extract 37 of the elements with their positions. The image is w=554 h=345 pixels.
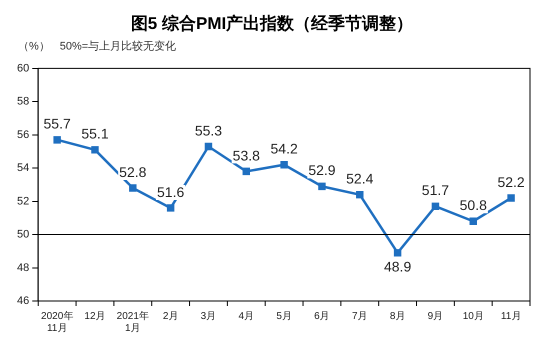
y-tick-label: 54 [16, 162, 30, 174]
x-tick-label: 9月 [428, 310, 444, 322]
data-label: 52.9 [308, 162, 336, 178]
data-label: 52.8 [119, 164, 147, 180]
data-label: 51.7 [422, 182, 450, 198]
data-label: 55.3 [194, 122, 222, 138]
data-label: 54.2 [270, 140, 298, 157]
x-tick-label: 6月 [314, 310, 330, 322]
y-tick-label: 56 [16, 128, 30, 141]
x-tick-label: 11月 [500, 310, 522, 322]
data-label: 48.9 [384, 258, 412, 275]
x-tick-label: 2020年 11月 [41, 310, 74, 334]
text: 50%=与上月比较无变化 [60, 39, 176, 52]
data-label: 55.1 [81, 126, 109, 142]
y-axis-title: （%） [18, 40, 50, 52]
data-label: 52.2 [497, 174, 525, 190]
data-label: 53.8 [232, 147, 260, 164]
x-tick-label: 10月 [462, 310, 484, 322]
x-tick-label: 7月 [352, 310, 368, 322]
x-tick-label: 3月 [200, 310, 216, 322]
data-label: 52.4 [346, 170, 374, 187]
data-label: 51.6 [157, 184, 184, 200]
y-tick-label: 58 [16, 96, 30, 108]
y-tick-label: 52 [16, 195, 30, 208]
x-tick-label: 2021年 1月 [116, 310, 149, 334]
data-label: 55.7 [44, 116, 71, 132]
y-tick-label: 48 [16, 262, 30, 274]
y-tick-label: 46 [16, 295, 30, 308]
data-label: 50.8 [460, 197, 488, 214]
x-tick-label: 12月 [84, 310, 106, 322]
x-tick-label: 8月 [390, 310, 406, 322]
chart-title: 图5 综合PMI产出指数（经季节调整） [130, 14, 414, 33]
x-tick-label: 4月 [238, 310, 254, 322]
y-tick-label: 50 [16, 228, 30, 241]
x-tick-label: 2月 [162, 310, 178, 322]
y-tick-label: 60 [16, 62, 30, 74]
x-tick-label: 5月 [276, 310, 292, 322]
